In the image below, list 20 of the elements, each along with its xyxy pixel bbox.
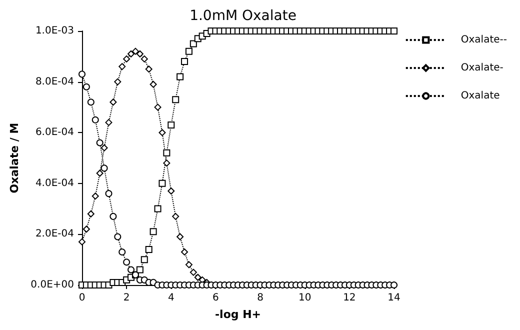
y-tick-label: 2.0E-04 bbox=[35, 228, 74, 240]
x-tick-label: 12 bbox=[343, 292, 356, 304]
legend-label: Oxalate bbox=[460, 90, 500, 102]
chart-title: 1.0mM Oxalate bbox=[190, 8, 296, 24]
x-tick-label: 8 bbox=[257, 292, 264, 304]
x-tick-label: 6 bbox=[212, 292, 219, 304]
y-axis-title: Oxalate / M bbox=[8, 122, 21, 194]
x-tick-label: 4 bbox=[168, 292, 174, 304]
x-tick-label: 10 bbox=[298, 292, 312, 304]
y-tick-label: 6.0E-04 bbox=[35, 127, 74, 138]
legend-label: Oxalate-- bbox=[460, 34, 508, 46]
y-tick-label: 4.0E-04 bbox=[35, 178, 74, 189]
y-tick-label: 8.0E-04 bbox=[35, 76, 74, 88]
x-axis-title: -log H+ bbox=[214, 308, 262, 321]
y-tick-label: 0.0E+00 bbox=[30, 280, 74, 290]
y-tick-label: 1.0E-03 bbox=[35, 26, 74, 36]
x-tick-label: 2 bbox=[123, 292, 130, 304]
x-tick-label: 14 bbox=[388, 292, 400, 304]
legend-label: Oxalate- bbox=[460, 62, 504, 74]
x-tick-label: 0 bbox=[78, 292, 86, 304]
